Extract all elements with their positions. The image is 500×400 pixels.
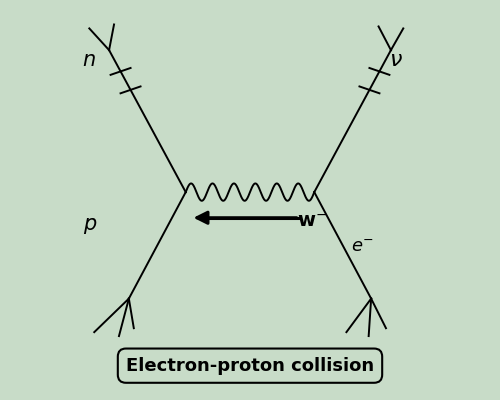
Text: $\it{\nu}$: $\it{\nu}$ (389, 50, 403, 70)
Text: Electron-proton collision: Electron-proton collision (126, 357, 374, 375)
Text: w$^{-}$: w$^{-}$ (297, 212, 327, 230)
Text: p: p (82, 214, 96, 234)
Text: $\it{e}^{-}$: $\it{e}^{-}$ (352, 238, 374, 256)
Text: n: n (82, 50, 96, 70)
